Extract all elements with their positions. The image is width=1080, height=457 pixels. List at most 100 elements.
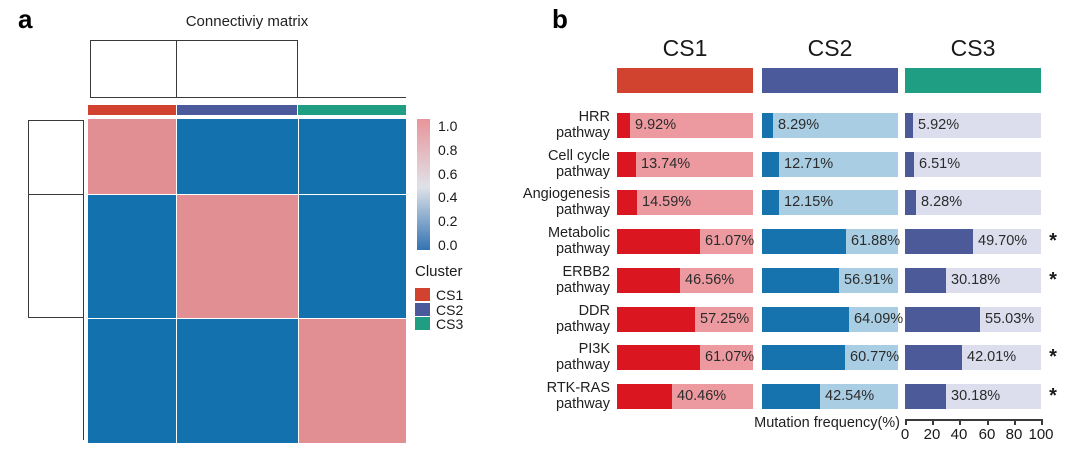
bar-track <box>905 113 1041 138</box>
heatmap-cell <box>88 195 176 318</box>
bar-fill <box>762 268 839 293</box>
legend-label-cs2: CS2 <box>436 301 464 318</box>
bar-fill <box>905 384 946 409</box>
bar-value-label: 8.28% <box>921 194 963 210</box>
bar-value-label: 61.88% <box>851 233 901 249</box>
bar-value-label: 8.29% <box>778 117 820 133</box>
bar-value-label: 9.92% <box>635 117 677 133</box>
bar-value-label: 14.59% <box>642 194 692 210</box>
column-header-bar-cs3 <box>905 68 1041 93</box>
bar-value-label: 30.18% <box>951 388 1001 404</box>
dendrogram-line <box>90 40 91 98</box>
bar-track <box>762 113 898 138</box>
bar-track <box>762 190 898 215</box>
heatmap-cell <box>299 195 406 318</box>
colorbar-tick-label: 0.0 <box>438 237 458 253</box>
legend-swatch-cs1 <box>415 288 430 301</box>
bar-value-label: 40.46% <box>677 388 727 404</box>
bar-value-label: 5.92% <box>918 117 960 133</box>
colorbar-tick-label: 0.6 <box>438 165 458 182</box>
x-axis-tick-label: 40 <box>950 426 968 443</box>
x-axis-tick-label: 0 <box>900 426 910 443</box>
bar-value-label: 49.70% <box>978 233 1028 249</box>
significance-star: * <box>1049 346 1057 368</box>
bar-value-label: 57.25% <box>700 311 750 327</box>
bar-fill <box>617 190 637 215</box>
annotation-segment-cs1 <box>88 105 176 115</box>
heatmap-cell <box>88 119 176 194</box>
row-label: RTK-RAS pathway <box>546 380 610 412</box>
bar-value-label: 60.77% <box>850 349 900 365</box>
panel-b-label: b <box>552 4 568 34</box>
bar-fill <box>762 229 846 254</box>
colorbar-tick-label: 0.4 <box>438 189 458 206</box>
bar-fill <box>762 345 845 370</box>
bar-fill <box>762 152 779 177</box>
x-axis-tick <box>1041 419 1043 425</box>
dendrogram-line <box>28 120 83 121</box>
panel-a-label: a <box>18 4 33 34</box>
bar-value-label: 12.71% <box>784 156 834 172</box>
legend-label-cs3: CS3 <box>436 316 464 332</box>
significance-star: * <box>1049 230 1057 252</box>
bar-value-label: 46.56% <box>685 272 735 288</box>
bar-track <box>617 190 753 215</box>
bar-fill <box>617 384 672 409</box>
bar-fill <box>762 307 849 332</box>
dendrogram-line <box>28 317 83 318</box>
bar-value-label: 64.09% <box>854 311 904 327</box>
bar-track <box>905 190 1041 215</box>
bar-track <box>905 152 1041 177</box>
bar-fill <box>617 268 680 293</box>
x-axis-tick <box>1014 419 1016 425</box>
bar-fill <box>905 113 913 138</box>
dendrogram-line <box>297 40 298 98</box>
legend-swatch-cs2 <box>415 302 430 316</box>
bar-fill <box>905 268 946 293</box>
column-header-bar-cs2 <box>762 68 898 93</box>
bar-track <box>617 113 753 138</box>
heatmap-cell <box>88 319 176 443</box>
significance-star: * <box>1049 269 1057 291</box>
bar-value-label: 6.51% <box>919 156 961 172</box>
bar-track <box>762 152 898 177</box>
bar-value-label: 61.07% <box>705 349 755 365</box>
bar-value-label: 55.03% <box>985 311 1035 327</box>
annotation-segment-cs3 <box>298 105 406 115</box>
column-header-cs2: CS2 <box>807 35 853 61</box>
bar-value-label: 42.54% <box>825 388 875 404</box>
bar-value-label: 30.18% <box>951 272 1001 288</box>
row-label: ERBB2 pathway <box>555 264 610 296</box>
bar-value-label: 56.91% <box>844 272 894 288</box>
bar-fill <box>905 345 962 370</box>
bar-value-label: 13.74% <box>641 156 691 172</box>
bar-fill <box>905 229 973 254</box>
bar-fill <box>905 307 980 332</box>
x-axis-tick-label: 80 <box>1005 426 1023 443</box>
x-axis-tick-label: 60 <box>978 426 996 443</box>
x-axis-tick <box>987 419 989 425</box>
colorbar-tick-label: 0.8 <box>438 141 458 158</box>
bar-fill <box>617 345 700 370</box>
column-header-bar-cs1 <box>617 68 753 93</box>
bar-fill <box>905 152 914 177</box>
colorbar-tick-label: 1.0 <box>438 118 458 134</box>
column-header-cs1: CS1 <box>662 35 708 61</box>
x-axis-line <box>905 419 1042 421</box>
x-axis-tick-label: 100 <box>1028 426 1054 443</box>
x-axis-tick <box>932 419 934 425</box>
colorbar <box>417 119 430 250</box>
row-label: DDR pathway <box>555 303 610 335</box>
heatmap-cell <box>299 119 406 194</box>
significance-star: * <box>1049 385 1057 407</box>
heatmap-cell <box>177 195 298 318</box>
bar-fill <box>762 384 820 409</box>
row-label: HRR pathway <box>555 109 610 141</box>
row-label: Metabolic pathway <box>547 225 610 257</box>
bar-fill <box>617 229 700 254</box>
dendrogram-line <box>176 40 177 98</box>
annotation-segment-cs2 <box>177 105 297 115</box>
dendrogram-line <box>90 40 298 41</box>
legend-swatch-cs3 <box>415 317 430 330</box>
